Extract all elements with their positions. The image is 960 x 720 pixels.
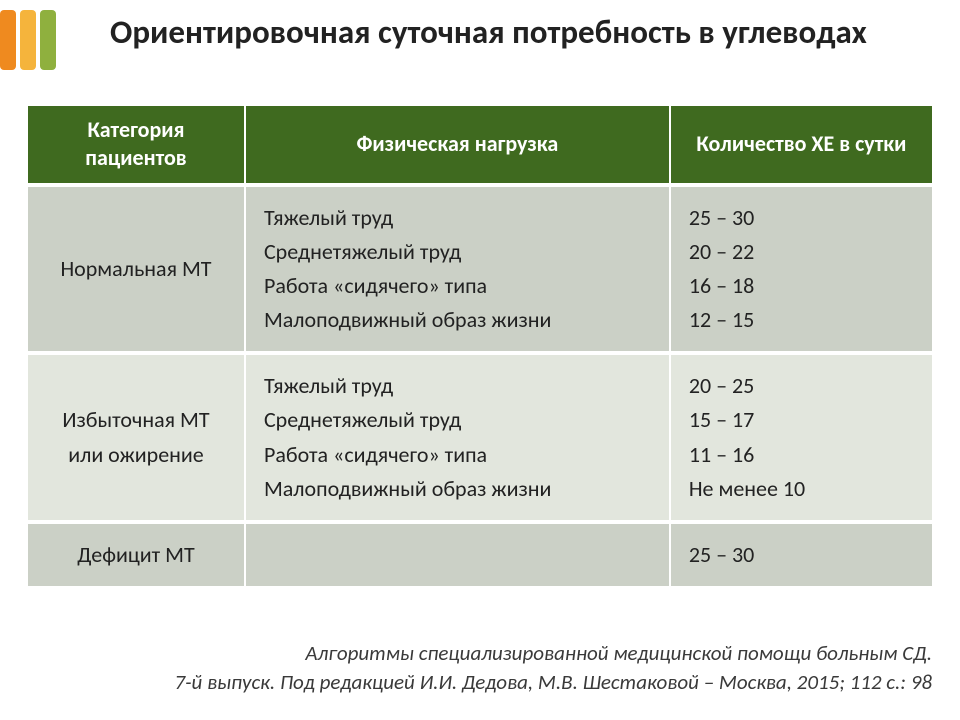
cell-load bbox=[245, 522, 670, 586]
load-line: Работа «сидячего» типа bbox=[264, 269, 651, 303]
page-title: Ориентировочная суточная потребность в у… bbox=[110, 14, 930, 52]
load-line: Малоподвижный образ жизни bbox=[264, 303, 651, 337]
cell-category: Нормальная МТ bbox=[28, 185, 245, 353]
load-line: Среднетяжелый труд bbox=[264, 235, 651, 269]
carb-table: Категория пациентов Физическая нагрузка … bbox=[28, 106, 932, 586]
xe-line: 12 – 15 bbox=[689, 303, 914, 337]
xe-line: 25 – 30 bbox=[689, 538, 914, 572]
cell-category: Избыточная МТ или ожирение bbox=[28, 353, 245, 521]
slide: Ориентировочная суточная потребность в у… bbox=[0, 0, 960, 720]
col-header-category: Категория пациентов bbox=[28, 106, 245, 185]
xe-line: Не менее 10 bbox=[689, 472, 914, 506]
load-line: Работа «сидячего» типа bbox=[264, 438, 651, 472]
xe-line: 20 – 25 bbox=[689, 369, 914, 403]
xe-line: 15 – 17 bbox=[689, 403, 914, 437]
cell-load: Тяжелый трудСреднетяжелый трудРабота «си… bbox=[245, 353, 670, 521]
table-row: Нормальная МТТяжелый трудСреднетяжелый т… bbox=[28, 185, 932, 353]
logo-bar-2 bbox=[20, 10, 36, 70]
citation-line-2: 7-й выпуск. Под редакцией И.И. Дедова, М… bbox=[70, 668, 932, 696]
citation: Алгоритмы специализированной медицинской… bbox=[70, 639, 932, 696]
logo-bar-1 bbox=[0, 10, 16, 70]
xe-line: 25 – 30 bbox=[689, 201, 914, 235]
cell-xe: 25 – 30 bbox=[670, 522, 932, 586]
xe-line: 11 – 16 bbox=[689, 438, 914, 472]
logo-bar-3 bbox=[40, 10, 56, 70]
col-header-load: Физическая нагрузка bbox=[245, 106, 670, 185]
table-row: Избыточная МТ или ожирениеТяжелый трудСр… bbox=[28, 353, 932, 521]
cell-category: Дефицит МТ bbox=[28, 522, 245, 586]
xe-line: 16 – 18 bbox=[689, 269, 914, 303]
table-row: Дефицит МТ 25 – 30 bbox=[28, 522, 932, 586]
load-line: Тяжелый труд bbox=[264, 201, 651, 235]
cell-load: Тяжелый трудСреднетяжелый трудРабота «си… bbox=[245, 185, 670, 353]
cell-xe: 25 – 3020 – 2216 – 1812 – 15 bbox=[670, 185, 932, 353]
load-line: Малоподвижный образ жизни bbox=[264, 472, 651, 506]
cell-xe: 20 – 2515 – 1711 – 16Не менее 10 bbox=[670, 353, 932, 521]
load-line: Тяжелый труд bbox=[264, 369, 651, 403]
col-header-xe: Количество ХЕ в сутки bbox=[670, 106, 932, 185]
table-body: Нормальная МТТяжелый трудСреднетяжелый т… bbox=[28, 185, 932, 586]
logo bbox=[0, 10, 56, 70]
table-header-row: Категория пациентов Физическая нагрузка … bbox=[28, 106, 932, 185]
citation-line-1: Алгоритмы специализированной медицинской… bbox=[70, 639, 932, 667]
load-line: Среднетяжелый труд bbox=[264, 403, 651, 437]
xe-line: 20 – 22 bbox=[689, 235, 914, 269]
